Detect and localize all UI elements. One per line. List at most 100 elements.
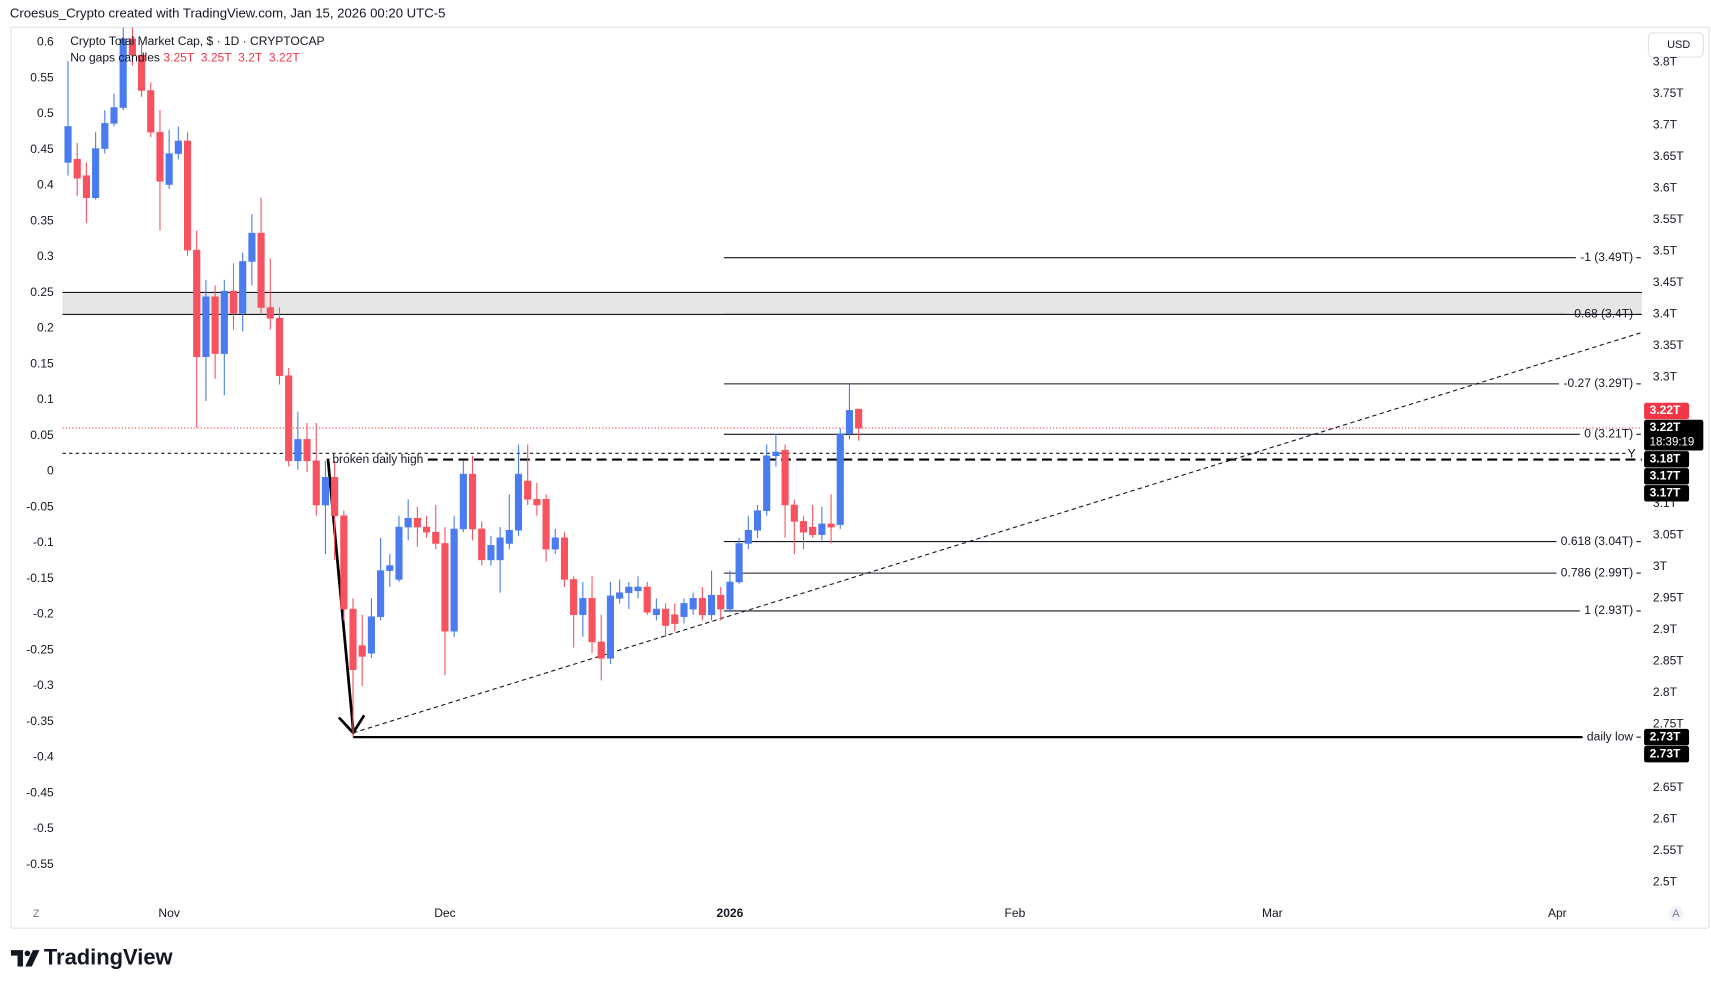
currency-label[interactable]: USD <box>1667 39 1690 51</box>
price-tag-label: 3.22T <box>1650 403 1681 417</box>
candle-body <box>285 375 293 462</box>
candle-body <box>275 317 284 376</box>
fib-label: -1 (3.49T) <box>1580 250 1633 264</box>
candle-body <box>312 460 320 506</box>
candle-body <box>524 480 532 500</box>
price-tag-label: 3.17T <box>1650 485 1681 499</box>
candle-body <box>781 449 789 506</box>
y2-tick-label: 3.65T <box>1653 149 1684 163</box>
candle-body <box>64 126 72 163</box>
candle-body <box>450 528 458 632</box>
logo-mark <box>25 950 40 967</box>
watermark: TradingView <box>44 945 174 970</box>
y-tick-label: 0.15 <box>30 356 54 370</box>
candle-body <box>183 140 192 251</box>
candle-body <box>514 473 523 531</box>
candle-body <box>92 148 100 199</box>
candle-body <box>358 645 366 657</box>
candle-body <box>744 529 752 544</box>
candle-body <box>340 515 348 610</box>
price-tag <box>1644 402 1690 420</box>
candle-body <box>165 153 173 185</box>
candle-body <box>478 528 486 561</box>
logo-mark <box>10 950 24 967</box>
candle-body <box>220 290 228 354</box>
y-tick-label: 0.6 <box>37 35 54 49</box>
y-tick-label: 0.35 <box>30 213 54 227</box>
fib-label: 0.618 (3.04T) <box>1561 534 1633 548</box>
y2-tick-label: 2.75T <box>1653 717 1684 731</box>
candle-body <box>423 526 431 533</box>
candle-body <box>294 439 302 462</box>
y-tick-label: -0.1 <box>33 535 54 549</box>
y2-tick-label: 2.6T <box>1653 811 1678 825</box>
candle-body <box>432 531 440 544</box>
zone <box>62 292 1642 315</box>
candle-body <box>799 521 808 533</box>
candle-body <box>606 595 614 659</box>
y-tick-label: -0.45 <box>26 785 54 799</box>
x-tick-label: Nov <box>158 906 179 920</box>
y-tick-label: 0.55 <box>30 70 54 84</box>
candle-body <box>321 476 330 506</box>
price-tag <box>1644 485 1690 502</box>
candle-body <box>698 598 706 616</box>
candle-body <box>570 579 578 616</box>
candle-body <box>753 510 762 531</box>
candle-body <box>505 529 513 544</box>
y2-tick-label: 3.75T <box>1653 86 1684 100</box>
y-tick-label: -0.5 <box>33 821 54 835</box>
price-tag-label: 2.73T <box>1650 729 1681 743</box>
logo-mark <box>24 950 31 957</box>
y2-tick-label: 2.85T <box>1653 654 1684 668</box>
candle-body <box>211 296 219 354</box>
logo <box>10 950 40 967</box>
y2-tick-label: 3.8T <box>1653 54 1678 68</box>
price-tag-label: 3.18T <box>1650 451 1681 465</box>
axis-button[interactable]: A <box>1672 908 1680 920</box>
y-tick-label: -0.2 <box>33 607 54 621</box>
candle-body <box>386 565 394 571</box>
candle-body <box>597 641 605 659</box>
y-tick-label: -0.3 <box>33 678 54 692</box>
candle-body <box>468 473 477 530</box>
candle-body <box>551 537 559 550</box>
candle-body <box>652 608 660 616</box>
candle-body <box>542 499 550 550</box>
candle-body <box>147 90 155 133</box>
candle-body <box>193 249 201 358</box>
y-tick-label: 0.5 <box>37 106 54 120</box>
candle-body <box>413 517 421 528</box>
candle-body <box>717 594 725 610</box>
x-tick-label: Dec <box>434 906 455 920</box>
price-tag <box>1644 468 1690 485</box>
y-tick-label: -0.05 <box>26 499 54 513</box>
fib-label: -0.27 (3.29T) <box>1563 376 1633 390</box>
y2-tick-label: 3.05T <box>1653 527 1684 541</box>
y-tick-label: 0 <box>47 464 54 478</box>
candle-body <box>818 523 826 535</box>
candle-body <box>496 537 504 561</box>
currency-button[interactable] <box>1647 32 1704 58</box>
price-tag <box>1644 745 1690 763</box>
candle-body <box>809 526 817 535</box>
candle-body <box>579 598 587 616</box>
y-tick-label: 0.1 <box>37 392 54 406</box>
candle-body <box>128 38 136 56</box>
series-title: Crypto Total Market Cap, $ · 1D · CRYPTO… <box>70 34 324 48</box>
candle-body <box>266 307 274 319</box>
candle-body <box>82 175 90 199</box>
axis-button[interactable]: Z <box>33 908 40 920</box>
y2-tick-label: 3.4T <box>1653 307 1678 321</box>
candle-body <box>827 523 835 528</box>
candle-body <box>680 603 688 617</box>
x-tick-label: 2026 <box>717 906 744 920</box>
candle-body <box>229 290 238 314</box>
price-tag <box>1644 728 1690 746</box>
level-label: daily low <box>1587 729 1633 743</box>
y-tick-label: -0.55 <box>26 857 54 871</box>
candle-body <box>257 232 265 308</box>
axis-button-bg[interactable] <box>1668 906 1684 922</box>
candle-body <box>625 586 633 593</box>
price-tag <box>1644 419 1704 451</box>
